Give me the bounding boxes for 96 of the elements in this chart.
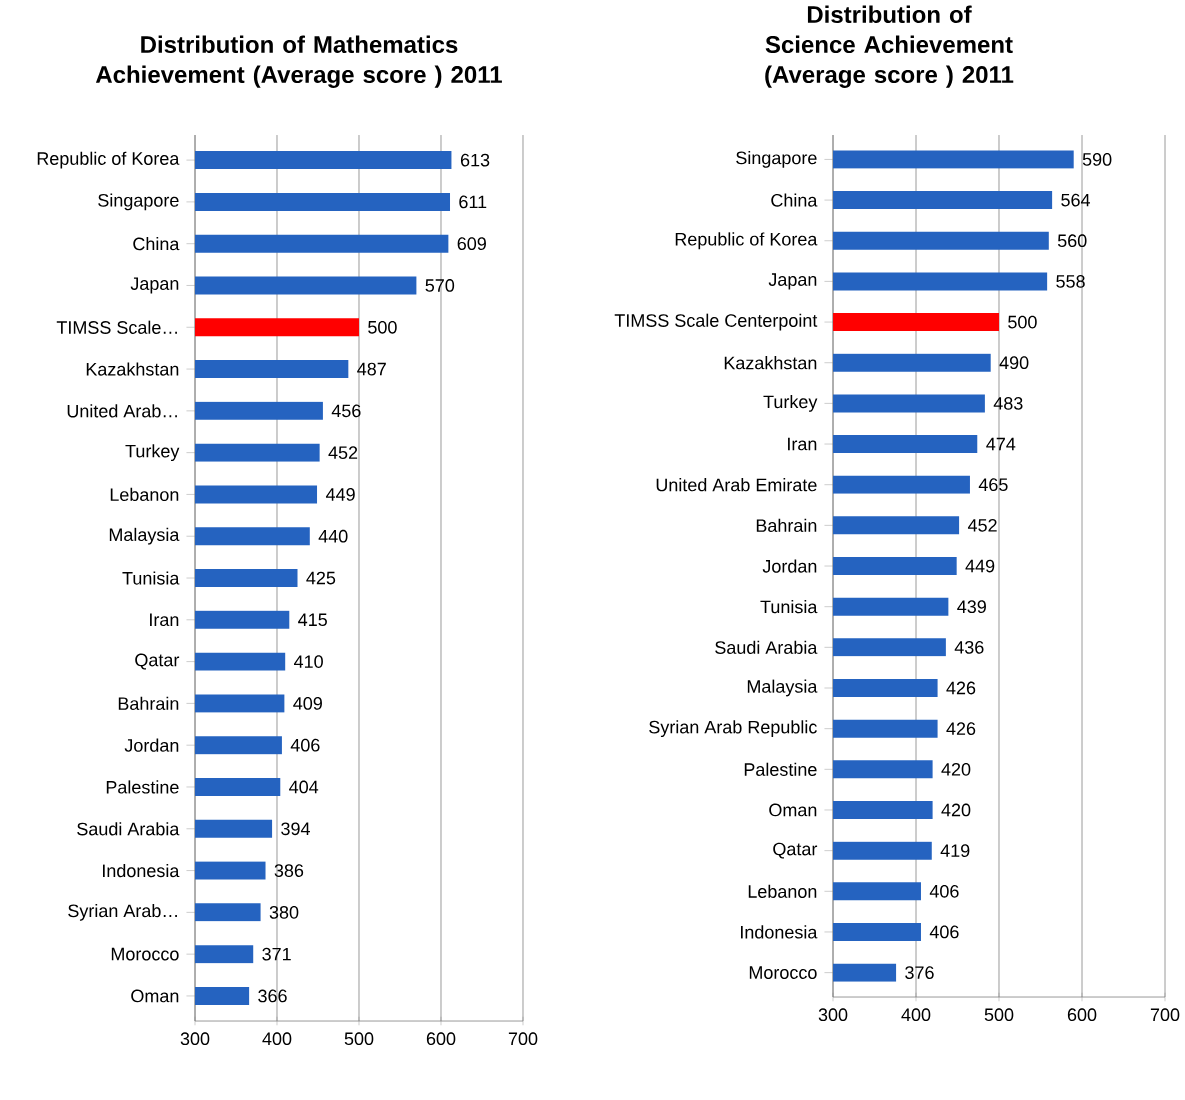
data-label: 406 — [290, 738, 320, 752]
data-label: 426 — [946, 681, 976, 695]
y-tick-label: Jordan — [762, 559, 817, 573]
data-label: 611 — [459, 195, 487, 209]
data-label: 500 — [1008, 315, 1037, 329]
y-tick-label: Morocco — [749, 966, 817, 979]
x-tick-label: 700 — [508, 1032, 538, 1046]
x-tick-label: 400 — [901, 1008, 931, 1022]
data-label: 371 — [262, 947, 291, 961]
y-tick-label: Malaysia — [109, 527, 180, 545]
data-label: 420 — [941, 803, 971, 817]
y-tick-label: Oman — [131, 989, 179, 1003]
data-label: 439 — [957, 600, 986, 614]
y-tick-label: Indonesia — [741, 925, 818, 939]
y-tick-label: Japan — [768, 273, 817, 290]
y-tick-label: United Arab Emirate — [656, 478, 817, 492]
x-tick-label: 600 — [1067, 1008, 1097, 1022]
data-label: 376 — [905, 966, 934, 980]
y-tick-label: Indonesia — [103, 863, 180, 878]
y-tick-label: Lebanon — [110, 487, 179, 502]
data-label: 419 — [940, 844, 970, 858]
y-tick-label: Oman — [769, 803, 817, 817]
data-label: 452 — [967, 518, 997, 532]
data-label: 410 — [294, 655, 323, 668]
data-label: 570 — [425, 279, 455, 292]
data-label: 465 — [978, 478, 1008, 492]
x-tick-label: 300 — [818, 1008, 848, 1022]
y-tick-label: Qatar — [773, 842, 818, 859]
data-label: 426 — [946, 722, 976, 736]
y-tick-label: Kazakhstan — [724, 356, 817, 370]
y-tick-label: Bahrain — [118, 696, 179, 711]
chart-title: Distribution of Mathematics Achievement (Average score ) 2011 — [95, 35, 502, 88]
data-label: 609 — [457, 237, 486, 251]
data-label: 474 — [986, 437, 1016, 451]
data-label: 404 — [289, 780, 319, 794]
data-label: 613 — [460, 153, 490, 167]
y-tick-label: Morocco — [111, 947, 179, 961]
data-label: 440 — [318, 529, 348, 543]
x-tick-label: 300 — [180, 1032, 210, 1046]
y-tick-label: Kazakhstan — [86, 362, 179, 376]
data-label: 490 — [999, 356, 1029, 370]
data-label: 452 — [328, 446, 358, 460]
data-label: 487 — [357, 362, 386, 376]
data-label: 406 — [929, 925, 959, 939]
data-label: 483 — [993, 397, 1023, 410]
x-tick-label: 700 — [1150, 1008, 1180, 1022]
y-tick-label: Saudi Arabia — [715, 640, 818, 654]
data-label: 560 — [1057, 234, 1087, 248]
data-label: 386 — [274, 864, 304, 877]
data-label: 456 — [331, 404, 361, 418]
data-label: 500 — [368, 320, 397, 334]
y-tick-label: Turkey — [125, 444, 180, 462]
y-tick-label: Palestine — [744, 762, 817, 776]
data-label: 406 — [929, 884, 959, 898]
data-label: 558 — [1056, 275, 1085, 288]
data-label: 436 — [954, 640, 984, 654]
y-tick-label: Japan — [130, 277, 179, 294]
y-tick-label: Bahrain — [756, 518, 817, 532]
data-label: 590 — [1082, 153, 1112, 166]
x-tick-label: 600 — [426, 1032, 456, 1046]
data-label: 415 — [298, 613, 327, 627]
y-tick-label: Turkey — [763, 394, 818, 412]
y-tick-label: China — [133, 237, 180, 251]
y-tick-label: Palestine — [106, 780, 179, 794]
y-tick-label: China — [771, 193, 818, 207]
y-tick-label: Qatar — [135, 653, 180, 670]
x-tick-label: 500 — [984, 1008, 1014, 1022]
data-label: 380 — [269, 905, 299, 919]
x-tick-label: 500 — [344, 1032, 374, 1046]
y-tick-label: Syrian Arab Republic — [649, 720, 817, 738]
data-label: 425 — [306, 571, 336, 585]
data-label: 449 — [965, 559, 995, 573]
y-tick-label: Tunisia — [760, 600, 818, 614]
y-tick-label: Lebanon — [748, 884, 817, 898]
y-tick-label: Republic of Korea — [37, 151, 180, 169]
y-tick-label: Iran — [150, 613, 179, 627]
y-tick-label: Malaysia — [747, 679, 818, 697]
chart-title: Distribution of Science Achievement (Average score ) 2011 — [765, 5, 1014, 88]
x-tick-label: 400 — [262, 1032, 292, 1046]
data-label: 366 — [258, 989, 287, 1003]
y-tick-label: Republic of Korea — [675, 232, 818, 250]
y-tick-label: Iran — [788, 437, 817, 451]
y-tick-label: Syrian Arab… — [68, 903, 177, 921]
y-tick-label: United Arab… — [67, 404, 177, 418]
y-tick-label: TIMSS Scale… — [56, 320, 177, 334]
y-tick-label: Singapore — [736, 151, 817, 168]
y-tick-label: Jordan — [124, 738, 179, 752]
y-tick-label: TIMSS Scale Centerpoint — [614, 313, 818, 331]
data-label: 420 — [941, 762, 971, 776]
data-label: 564 — [1061, 193, 1091, 207]
data-label: 449 — [325, 488, 355, 501]
y-tick-label: Singapore — [98, 193, 179, 211]
data-label: 409 — [293, 697, 322, 710]
y-tick-label: Tunisia — [122, 571, 180, 585]
y-tick-label: Saudi Arabia — [77, 822, 180, 836]
data-label: 394 — [281, 822, 310, 836]
